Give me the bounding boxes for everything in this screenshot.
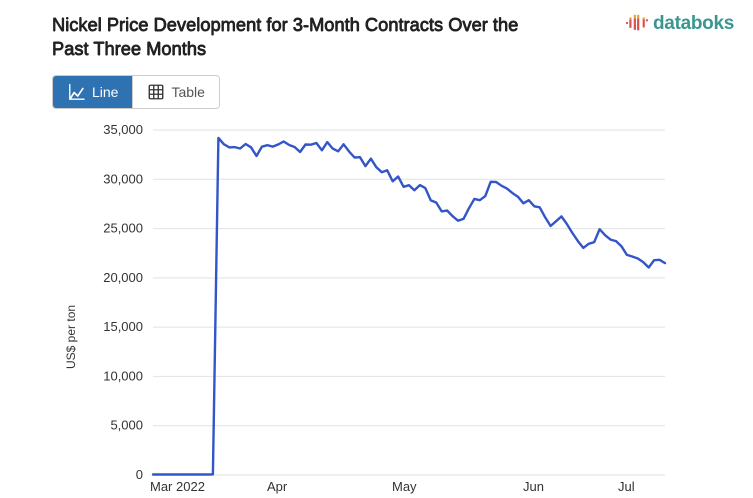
- svg-text:0: 0: [136, 467, 143, 482]
- svg-text:May: May: [392, 479, 417, 494]
- svg-text:Apr: Apr: [267, 479, 288, 494]
- svg-text:10,000: 10,000: [103, 368, 143, 383]
- svg-text:5,000: 5,000: [110, 418, 143, 433]
- svg-text:20,000: 20,000: [103, 270, 143, 285]
- svg-text:15,000: 15,000: [103, 319, 143, 334]
- svg-text:Mar 2022: Mar 2022: [150, 479, 205, 494]
- svg-text:Jul: Jul: [618, 479, 635, 494]
- svg-text:30,000: 30,000: [103, 171, 143, 186]
- svg-text:35,000: 35,000: [103, 122, 143, 137]
- svg-text:25,000: 25,000: [103, 221, 143, 236]
- svg-text:Jun: Jun: [523, 479, 544, 494]
